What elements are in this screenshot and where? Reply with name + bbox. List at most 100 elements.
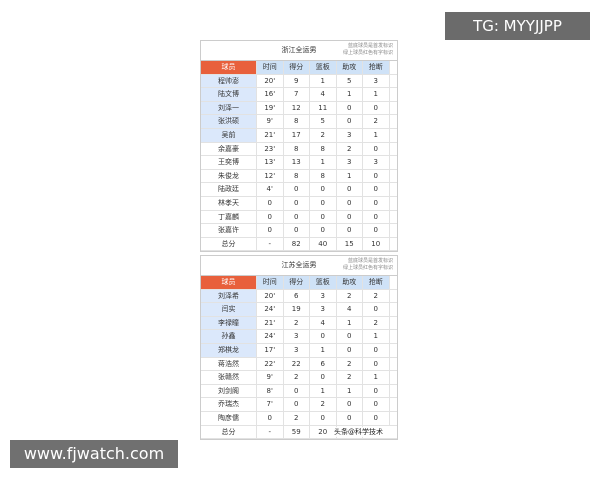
cell: 0 [363,357,390,371]
cell: 陶彦儒 [201,411,257,425]
cell: 陆文博 [201,88,257,101]
legend-note: 蓝底球员是首发标识 绿上球员红色有字标识 [343,43,393,57]
cell: 12' [257,169,284,183]
stats-table: 江苏全运男 蓝底球员是首发标识 绿上球员红色有字标识 球员 时间 得分 篮板 助攻 抢断 刘泽希 2… [200,255,398,441]
cell: 0 [337,183,363,196]
cell: 2 [337,142,363,156]
cell: 0 [310,183,337,196]
cell: 4 [310,316,337,330]
cell: 0 [310,330,337,343]
cell: 1 [337,88,363,101]
cell: 闫实 [201,303,257,316]
cell: 9' [257,371,284,384]
header-cell: 助攻 [336,276,363,289]
cell: 8 [310,169,337,183]
header-cell: 抢断 [363,61,390,74]
cell: 林孝天 [201,196,257,210]
header-cell: 篮板 [310,276,337,289]
cell: 9 [284,74,310,88]
cell: 张赣然 [201,371,257,384]
cell: 0 [363,398,390,411]
player-row: 丁嘉麟 0 0 0 0 0 [201,210,397,225]
cell: 0 [310,210,337,224]
table-title: 浙江全运男 [281,46,317,54]
header-cell: 篮板 [310,61,337,74]
cell: 6 [310,357,337,371]
header-cell: 得分 [283,276,310,289]
player-row: 乔瑞杰 7' 0 2 0 0 [201,398,397,412]
cell: 12 [284,101,310,115]
cell: 2 [310,398,337,411]
cell: 0 [337,224,363,237]
header-cell: 时间 [257,61,284,74]
cell: 3 [337,128,363,142]
player-row: 陆文博 16' 7 4 1 1 [201,88,397,102]
note-line: 蓝底球员是首发标识 [347,43,393,49]
cell: 孙鑫 [201,330,257,343]
cell: 2 [337,357,363,371]
cell: 0 [337,330,363,343]
cell: 0 [284,384,310,398]
cell: 4 [337,303,363,316]
note-line: 绿上球员红色有字标识 [342,50,393,56]
cell: - [257,237,284,251]
cell: 0 [257,224,284,237]
cell: 1 [310,384,337,398]
cell: 1 [310,156,337,169]
cell: 0 [363,224,390,237]
cell: 张洪硕 [201,115,257,128]
cell: 0 [363,169,390,183]
cell: 16' [257,88,284,101]
cell: 陆政廷 [201,183,257,196]
cell: 0 [310,411,337,425]
cell: 7' [257,398,284,411]
cell: 0 [257,210,284,224]
cell: 1 [337,384,363,398]
cell: 4 [310,88,337,101]
table-title-row: 江苏全运男 蓝底球员是首发标识 绿上球员红色有字标识 [201,256,397,276]
cell: 8 [284,169,310,183]
cell: 1 [363,330,390,343]
cell: 0 [284,224,310,237]
cell: 3 [284,343,310,357]
cell: 3 [310,289,337,303]
cell: 蒋浩然 [201,357,257,371]
cell: 0 [363,210,390,224]
cell: 15 [337,237,363,251]
watermark: 头条@科学技术 [334,427,383,438]
cell: 0 [363,183,390,196]
cell: 40 [310,237,337,251]
player-row: 陆政廷 4' 0 0 0 0 [201,183,397,197]
cell: 0 [337,210,363,224]
table-title: 江苏全运男 [281,261,317,269]
cell: 82 [284,237,310,251]
player-row: 林孝天 0 0 0 0 0 [201,196,397,211]
cell: 19' [257,101,284,115]
cell: 2 [363,289,390,303]
cell: 20 [310,425,337,439]
cell: 刘泽希 [201,289,257,303]
cell: 1 [363,128,390,142]
cell: 8 [310,142,337,156]
cell: 13 [284,156,310,169]
cell: 4' [257,183,284,196]
cell: 0 [363,142,390,156]
cell: 刘泽一 [201,101,257,115]
legend-note: 蓝底球员是首发标识 绿上球员红色有字标识 [343,258,393,272]
cell: 17' [257,343,284,357]
header-cell: 助攻 [336,61,363,74]
cell: 6 [284,289,310,303]
cell: 0 [310,371,337,384]
cell: 0 [337,343,363,357]
player-row: 朱俊龙 12' 8 8 1 0 [201,169,397,184]
player-row: 李禄瞳 21' 2 4 1 2 [201,316,397,331]
cell: 2 [363,316,390,330]
cell: 13' [257,156,284,169]
cell: 8' [257,384,284,398]
cell: 0 [337,196,363,210]
cell: 0 [257,411,284,425]
cell: 乔瑞杰 [201,398,257,411]
cell: 9' [257,115,284,128]
cell: 21' [257,128,284,142]
